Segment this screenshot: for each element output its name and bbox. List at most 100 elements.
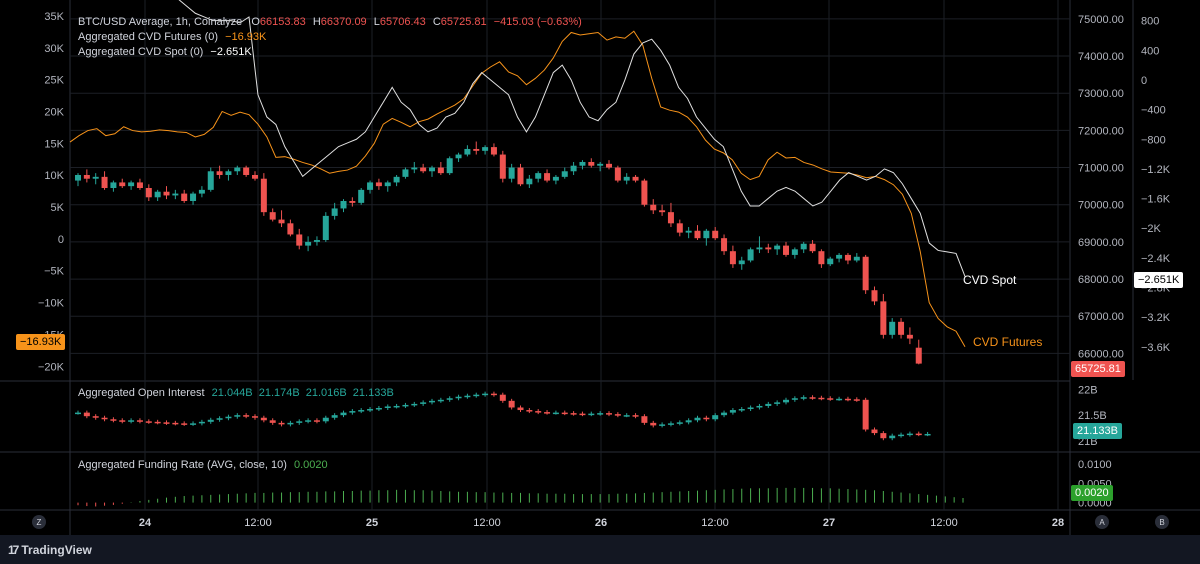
oi-candle-down bbox=[561, 412, 568, 415]
candle-body-up bbox=[836, 254, 843, 259]
cvd-spot-tag: −2.651K bbox=[1134, 272, 1184, 288]
oi-candle-up bbox=[783, 399, 789, 403]
candle-body-down bbox=[588, 161, 595, 166]
candle-body-up bbox=[207, 171, 214, 190]
candle-body-up bbox=[402, 169, 409, 177]
candle-body-up bbox=[800, 243, 807, 250]
candle-body-up bbox=[313, 240, 320, 242]
auto-scale-button[interactable]: A bbox=[1095, 515, 1109, 529]
candle-body-up bbox=[747, 249, 754, 261]
oi-candle-down bbox=[172, 422, 179, 425]
cvd-futures-axis-tick-label: −10K bbox=[38, 298, 65, 310]
oi-candle-down bbox=[570, 413, 577, 415]
oi-candle-up bbox=[393, 405, 400, 408]
oi-candle-down bbox=[252, 416, 258, 418]
oi-candle-down bbox=[181, 423, 188, 425]
b-button[interactable]: B bbox=[1155, 515, 1169, 529]
cvd-spot-axis-tick-label: −1.6K bbox=[1141, 194, 1171, 206]
oi-candle-down bbox=[499, 394, 506, 401]
candle-body-down bbox=[765, 247, 772, 250]
oi-candle-up bbox=[216, 418, 223, 420]
cvd-spot-axis-tick-label: 400 bbox=[1141, 45, 1159, 57]
low-label: L bbox=[373, 16, 380, 28]
candle-body-up bbox=[393, 176, 400, 183]
high-value: 66370.09 bbox=[320, 16, 367, 28]
candle-body-up bbox=[738, 260, 745, 265]
candle-body-up bbox=[455, 154, 462, 159]
oi-candle-up bbox=[659, 424, 666, 426]
candle-body-up bbox=[154, 191, 161, 198]
oi-candle-up bbox=[676, 422, 683, 424]
candle-body-up bbox=[75, 174, 81, 181]
time-axis-tick-label: 27 bbox=[823, 517, 835, 529]
oi-candle-up bbox=[765, 403, 772, 406]
candle-body-down bbox=[145, 188, 152, 198]
oi-candle-down bbox=[650, 422, 657, 426]
candle-body-up bbox=[685, 230, 692, 233]
oi-candle-down bbox=[526, 410, 533, 412]
candle-body-up bbox=[579, 161, 586, 166]
cvd-spot-line-label: CVD Spot bbox=[963, 273, 1017, 287]
cvd-futures-axis-tick-label: −5K bbox=[44, 266, 65, 278]
oi-candle-up bbox=[420, 402, 427, 404]
symbol-label: BTC/USD Average, 1h, Coinalyze bbox=[78, 16, 243, 28]
candle-body-up bbox=[597, 163, 604, 166]
oi-candle-up bbox=[287, 422, 294, 425]
candle-body-down bbox=[136, 182, 143, 188]
z-button[interactable]: Z bbox=[32, 515, 46, 529]
candle-body-up bbox=[756, 247, 763, 250]
chart-canvas[interactable]: 75000.00 74000.00 73000.00 72000.00 71000.00… bbox=[0, 0, 1200, 535]
cvd-futures-axis-tick-label: 15K bbox=[44, 138, 64, 150]
candle-body-up bbox=[429, 167, 435, 172]
oi-candle-down bbox=[614, 414, 621, 416]
candle-body-down bbox=[83, 174, 90, 179]
price-axis-tick-label: 71000.00 bbox=[1078, 163, 1124, 175]
candle-body-down bbox=[632, 176, 639, 181]
oi-candle-up bbox=[429, 400, 435, 403]
candle-body-down bbox=[844, 254, 851, 261]
candle-body-down bbox=[650, 204, 657, 211]
oi-candle-up bbox=[128, 420, 135, 422]
time-axis-tick-label: 12:00 bbox=[244, 517, 272, 529]
oi-candle-down bbox=[862, 399, 869, 430]
cvd-futures-tag: −16.93K bbox=[16, 334, 66, 350]
time-axis-tick-label: 24 bbox=[139, 517, 152, 529]
tradingview-logo[interactable]: 17 TradingView bbox=[8, 543, 92, 557]
oi-candle-down bbox=[517, 407, 524, 411]
candle-body-down bbox=[243, 167, 250, 175]
cvd-spot-axis-tick-label: −3.2K bbox=[1141, 312, 1171, 324]
candle-body-down bbox=[349, 201, 356, 203]
cvd-spot-axis-tick-label: −2.4K bbox=[1141, 253, 1171, 265]
candle-body-up bbox=[128, 182, 135, 187]
oi-candle-up bbox=[198, 421, 205, 424]
oi-candle-down bbox=[163, 422, 170, 424]
time-axis-tick-label: 12:00 bbox=[930, 517, 958, 529]
close-label: C bbox=[432, 16, 441, 28]
candle-body-up bbox=[535, 173, 542, 179]
cvd-spot-legend: Aggregated CVD Spot (0) −2.651K bbox=[78, 46, 252, 58]
candle-body-down bbox=[473, 148, 480, 151]
oi-candle-up bbox=[384, 406, 391, 408]
candle-body-down bbox=[694, 230, 701, 239]
close-value: 65725.81 bbox=[440, 16, 487, 28]
oi-candle-down bbox=[818, 397, 825, 400]
oi-candle-up bbox=[234, 415, 241, 417]
high-label: H bbox=[312, 16, 321, 28]
cvd-spot-axis-tick-label: 0 bbox=[1141, 75, 1147, 87]
candle-body-up bbox=[411, 167, 418, 170]
oi-candle-up bbox=[225, 416, 232, 419]
candle-body-up bbox=[570, 165, 577, 172]
candle-body-down bbox=[119, 182, 126, 187]
oi-candle-up bbox=[597, 413, 604, 415]
cvd-futures-axis-tick-label: 30K bbox=[44, 43, 64, 55]
candle-body-up bbox=[190, 193, 197, 202]
oi-candle-up bbox=[836, 398, 843, 401]
oi-candle-up bbox=[446, 398, 453, 400]
oi-candle-up bbox=[685, 420, 692, 423]
candle-body-up bbox=[791, 249, 798, 255]
candle-body-down bbox=[252, 174, 258, 179]
oi-candle-down bbox=[535, 411, 542, 413]
oi-candle-down bbox=[136, 420, 143, 422]
oi-candle-up bbox=[800, 397, 807, 399]
candle-body-down bbox=[862, 256, 869, 291]
